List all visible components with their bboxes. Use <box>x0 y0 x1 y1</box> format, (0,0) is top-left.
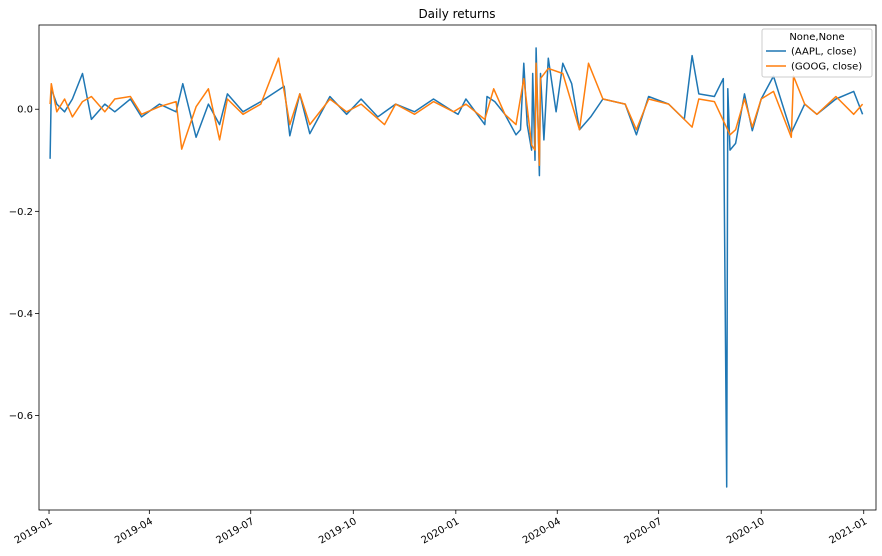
plot-frame <box>38 24 877 511</box>
y-tick-label: −0.2 <box>9 207 33 218</box>
legend-label-aapl: (AAPL, close) <box>791 47 857 58</box>
chart-title: Daily returns <box>418 7 495 21</box>
legend-title: None,None <box>789 32 844 43</box>
y-axis: −0.6 −0.4 −0.2 0.0 <box>9 105 39 422</box>
y-tick-label: 0.0 <box>17 105 33 116</box>
series-line-1 <box>49 57 864 167</box>
series-layer <box>49 47 864 488</box>
series-line-0 <box>49 47 864 488</box>
y-tick-label: −0.4 <box>9 309 33 320</box>
y-tick-label: −0.6 <box>9 411 33 422</box>
legend-label-goog: (GOOG, close) <box>791 62 862 73</box>
legend: None,None (AAPL, close) (GOOG, close) <box>761 28 873 78</box>
legend-box <box>761 28 873 78</box>
